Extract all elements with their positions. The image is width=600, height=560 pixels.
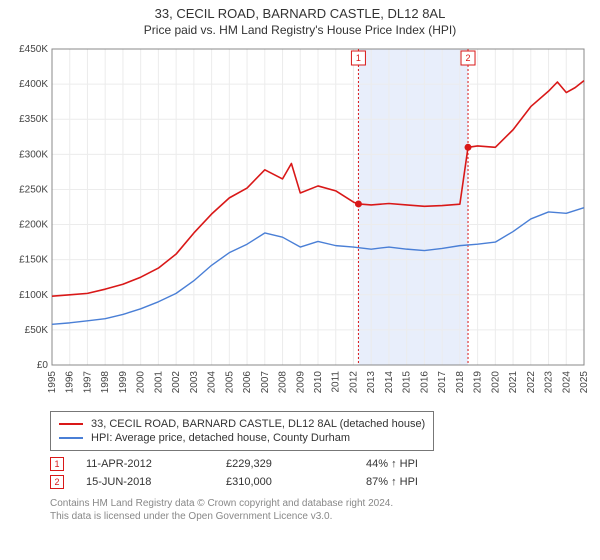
svg-text:2014: 2014 bbox=[384, 371, 395, 394]
svg-text:2024: 2024 bbox=[561, 371, 572, 394]
sale-hpi: 87% ↑ HPI bbox=[366, 476, 486, 488]
sale-date: 15-JUN-2018 bbox=[86, 476, 226, 488]
legend-swatch-1 bbox=[59, 423, 83, 425]
svg-text:1996: 1996 bbox=[65, 371, 76, 394]
svg-text:£150K: £150K bbox=[19, 255, 48, 266]
svg-text:2006: 2006 bbox=[242, 371, 253, 394]
svg-text:2010: 2010 bbox=[313, 371, 324, 394]
svg-text:1: 1 bbox=[356, 53, 361, 63]
svg-text:2019: 2019 bbox=[473, 371, 484, 394]
svg-text:£400K: £400K bbox=[19, 79, 48, 90]
svg-text:1998: 1998 bbox=[100, 371, 111, 394]
svg-text:2015: 2015 bbox=[402, 371, 413, 394]
svg-text:2021: 2021 bbox=[508, 371, 519, 394]
svg-text:2002: 2002 bbox=[171, 371, 182, 394]
svg-text:2023: 2023 bbox=[544, 371, 555, 394]
svg-text:1999: 1999 bbox=[118, 371, 129, 394]
svg-text:2000: 2000 bbox=[136, 371, 147, 394]
sale-marker-2: 2 bbox=[50, 475, 64, 489]
svg-text:1995: 1995 bbox=[47, 371, 58, 394]
legend-row: HPI: Average price, detached house, Coun… bbox=[59, 432, 425, 444]
svg-text:£250K: £250K bbox=[19, 184, 48, 195]
svg-text:£450K: £450K bbox=[19, 44, 48, 55]
svg-text:2007: 2007 bbox=[260, 371, 271, 394]
svg-text:2013: 2013 bbox=[366, 371, 377, 394]
chart-svg: £0 £50K £100K £150K £200K £250K £300K £350K £400… bbox=[8, 43, 592, 403]
footnote-line2: This data is licensed under the Open Gov… bbox=[50, 510, 592, 523]
svg-text:2: 2 bbox=[466, 53, 471, 63]
svg-text:2003: 2003 bbox=[189, 371, 200, 394]
legend-label-2: HPI: Average price, detached house, Coun… bbox=[91, 432, 350, 444]
svg-text:2004: 2004 bbox=[207, 371, 218, 394]
sale-date: 11-APR-2012 bbox=[86, 458, 226, 470]
svg-text:2001: 2001 bbox=[153, 371, 164, 394]
legend-label-1: 33, CECIL ROAD, BARNARD CASTLE, DL12 8AL… bbox=[91, 418, 425, 430]
footnote-line1: Contains HM Land Registry data © Crown c… bbox=[50, 497, 592, 510]
svg-text:2012: 2012 bbox=[348, 371, 359, 394]
sale-price: £310,000 bbox=[226, 476, 366, 488]
svg-text:1997: 1997 bbox=[82, 371, 93, 394]
svg-text:2009: 2009 bbox=[295, 371, 306, 394]
legend-row: 33, CECIL ROAD, BARNARD CASTLE, DL12 8AL… bbox=[59, 418, 425, 430]
svg-text:2008: 2008 bbox=[278, 371, 289, 394]
svg-text:£0: £0 bbox=[37, 360, 49, 371]
svg-text:2020: 2020 bbox=[490, 371, 501, 394]
chart-area: £0 £50K £100K £150K £200K £250K £300K £350K £400… bbox=[8, 43, 592, 403]
svg-text:2018: 2018 bbox=[455, 371, 466, 394]
svg-text:£350K: £350K bbox=[19, 114, 48, 125]
svg-text:£200K: £200K bbox=[19, 220, 48, 231]
svg-text:2005: 2005 bbox=[224, 371, 235, 394]
svg-text:£300K: £300K bbox=[19, 149, 48, 160]
table-row: 1 11-APR-2012 £229,329 44% ↑ HPI bbox=[50, 457, 592, 471]
svg-text:2011: 2011 bbox=[331, 371, 342, 393]
sale-hpi: 44% ↑ HPI bbox=[366, 458, 486, 470]
svg-text:£100K: £100K bbox=[19, 290, 48, 301]
footnote: Contains HM Land Registry data © Crown c… bbox=[50, 497, 592, 523]
chart-title: 33, CECIL ROAD, BARNARD CASTLE, DL12 8AL bbox=[8, 6, 592, 21]
svg-text:2022: 2022 bbox=[526, 371, 537, 394]
svg-text:2017: 2017 bbox=[437, 371, 448, 394]
chart-subtitle: Price paid vs. HM Land Registry's House … bbox=[8, 23, 592, 37]
sale-marker-1: 1 bbox=[50, 457, 64, 471]
svg-text:£50K: £50K bbox=[25, 325, 49, 336]
legend-swatch-2 bbox=[59, 437, 83, 439]
svg-text:2025: 2025 bbox=[579, 371, 590, 394]
sale-price: £229,329 bbox=[226, 458, 366, 470]
svg-text:2016: 2016 bbox=[419, 371, 430, 394]
legend: 33, CECIL ROAD, BARNARD CASTLE, DL12 8AL… bbox=[50, 411, 434, 451]
table-row: 2 15-JUN-2018 £310,000 87% ↑ HPI bbox=[50, 475, 592, 489]
sales-table: 1 11-APR-2012 £229,329 44% ↑ HPI 2 15-JU… bbox=[50, 457, 592, 489]
